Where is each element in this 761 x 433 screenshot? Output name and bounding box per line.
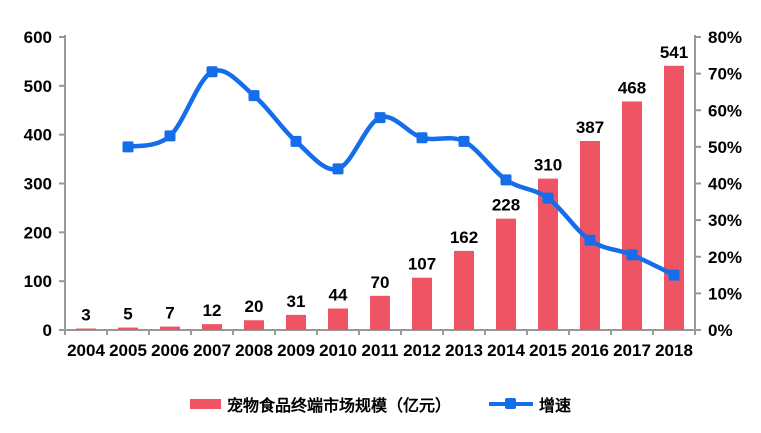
bar-2006 [160,326,180,330]
x-axis-label-2013: 2013 [445,341,483,360]
bar-label-2013: 162 [450,228,478,247]
bar-2008 [244,320,264,330]
x-axis-label-2009: 2009 [277,341,315,360]
x-axis-label-2015: 2015 [529,341,567,360]
line-series-swatch [489,398,533,410]
x-axis-label-2014: 2014 [487,341,525,360]
bar-label-2005: 5 [123,305,132,324]
x-axis-label-2005: 2005 [109,341,147,360]
x-axis-label-2012: 2012 [403,341,441,360]
legend-item-growth-rate: 增速 [489,392,571,416]
line-marker-2011 [374,112,386,124]
bar-label-2004: 3 [81,306,90,325]
bar-label-2016: 387 [576,118,604,137]
line-marker-2010 [332,163,344,175]
line-marker-2007 [206,66,218,78]
right-axis-tick-label: 30% [708,211,742,230]
line-marker-2018 [668,269,680,281]
line-marker-2005 [122,141,134,153]
line-marker-2015 [542,192,554,204]
right-axis-tick-label: 50% [708,138,742,157]
left-axis-tick-label: 500 [24,77,52,96]
bar-series-swatch [189,399,221,409]
left-axis-tick-label: 0 [43,321,52,340]
bar-label-2010: 44 [329,286,348,305]
bar-label-2009: 31 [287,292,306,311]
left-axis-tick-label: 300 [24,175,52,194]
left-axis-tick-label: 100 [24,272,52,291]
bar-label-2017: 468 [618,78,646,97]
bar-2012 [412,277,432,330]
right-axis-tick-label: 70% [708,65,742,84]
bar-2013 [454,250,474,330]
x-axis-label-2017: 2017 [613,341,651,360]
line-marker-2009 [290,135,302,147]
right-axis-tick-label: 20% [708,248,742,267]
bar-2015 [538,178,558,330]
left-axis-tick-label: 600 [24,28,52,47]
bar-label-2007: 12 [203,301,222,320]
bar-label-2008: 20 [245,297,264,316]
x-axis-label-2010: 2010 [319,341,357,360]
bar-2010 [328,308,348,330]
bar-2011 [370,295,390,330]
line-swatch-marker [505,398,516,409]
right-axis-tick-label: 10% [708,284,742,303]
bar-label-2018: 541 [660,43,688,62]
legend-label-growth-rate: 增速 [539,398,572,415]
right-axis-tick-label: 40% [708,175,742,194]
legend-item-market-size: 宠物食品终端市场规模（亿元） [189,392,451,416]
bar-label-2006: 7 [165,304,174,323]
right-axis-tick-label: 80% [708,28,742,47]
line-marker-2013 [458,135,470,147]
line-marker-2016 [584,234,596,246]
bar-line-chart: 0 100 200 300 400 500 600 0% 10% 20% 30% 40% 50% 60% 7… [24,28,742,360]
bar-2018 [664,65,684,330]
bar-label-2011: 70 [371,273,390,292]
line-marker-2017 [626,249,638,261]
x-axis-label-2004: 2004 [67,341,105,360]
legend-label-market-size: 宠物食品终端市场规模（亿元） [226,398,451,415]
x-axis-label-2007: 2007 [193,341,231,360]
line-marker-2012 [416,132,428,144]
line-marker-2014 [500,174,512,186]
bar-2004 [76,328,96,330]
bar-2007 [202,324,222,330]
line-marker-2008 [248,90,260,102]
chart-legend: 宠物食品终端市场规模（亿元） 增速 [0,392,761,416]
x-axis-label-2018: 2018 [655,341,693,360]
bar-2017 [622,101,642,331]
bar-label-2012: 107 [408,255,436,274]
bar-label-2015: 310 [534,156,562,175]
bar-label-2014: 228 [492,196,520,215]
bar-2014 [496,218,516,330]
left-axis-tick-label: 200 [24,223,52,242]
right-axis-tick-label: 60% [708,101,742,120]
bar-2009 [286,314,306,330]
left-axis-tick-label: 400 [24,126,52,145]
x-axis-label-2006: 2006 [151,341,189,360]
x-axis-label-2011: 2011 [362,341,399,360]
bar-2005 [118,327,138,330]
line-marker-2006 [164,130,176,142]
right-axis-tick-label: 0% [708,321,733,340]
x-axis-label-2016: 2016 [571,341,609,360]
x-axis-label-2008: 2008 [235,341,273,360]
